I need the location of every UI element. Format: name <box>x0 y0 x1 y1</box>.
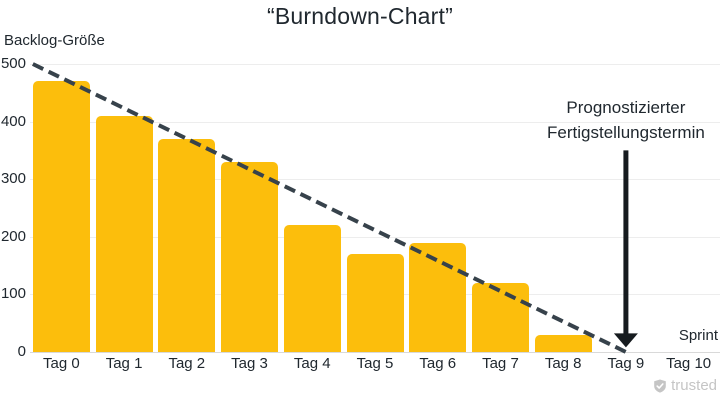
x-axis-tick-label: Tag 3 <box>231 355 268 372</box>
x-axis-tick-label: Tag 0 <box>43 355 80 372</box>
bar-tag-4 <box>283 225 341 352</box>
x-axis-title: Sprint <box>678 327 718 344</box>
y-axis-tick-label: 400 <box>0 112 26 130</box>
trusted-watermark-label: trusted <box>671 377 717 394</box>
bar-tag-5 <box>346 254 404 352</box>
trusted-watermark: trusted <box>653 377 717 395</box>
bar-tag-1 <box>95 115 153 352</box>
x-axis-tick-label: Tag 4 <box>293 355 331 372</box>
x-axis-tick-label: Tag 6 <box>419 355 457 372</box>
chart-title: “Burndown-Chart” <box>267 3 453 29</box>
x-axis-tick-label: Tag 2 <box>168 355 206 372</box>
y-axis-tick-label: 200 <box>0 227 26 245</box>
bar-tag-0 <box>32 81 90 352</box>
x-axis-tick-label: Tag 7 <box>482 355 519 372</box>
annotation-line-2: Fertigstellungstermin <box>547 123 705 142</box>
x-axis-tick-label: Tag 8 <box>544 355 582 372</box>
x-axis-tick-label: Tag 9 <box>607 355 645 372</box>
bar-tag-6 <box>409 242 467 352</box>
y-axis-title: Backlog-Größe <box>4 32 105 49</box>
y-axis-tick-label: 100 <box>0 285 26 303</box>
bar-tag-8 <box>534 334 592 352</box>
annotation-label: Prognostizierter Fertigstellungstermin <box>506 95 720 145</box>
y-axis-tick-label: 300 <box>0 170 26 188</box>
x-axis-tick-label: Tag 1 <box>105 355 143 372</box>
gridline <box>30 64 720 65</box>
y-axis-tick-label: 500 <box>0 55 26 72</box>
x-axis-tick-label: Tag 5 <box>356 355 394 372</box>
x-axis-line <box>30 352 720 353</box>
bar-tag-3 <box>221 161 279 352</box>
x-axis-tick-label: Tag 10 <box>666 355 712 372</box>
y-axis-tick-label: 0 <box>17 343 26 360</box>
annotation-line-1: Prognostizierter <box>566 98 686 117</box>
annotation-arrowhead <box>613 333 638 348</box>
bar-tag-2 <box>158 138 216 352</box>
bar-tag-7 <box>471 282 529 352</box>
shield-check-icon <box>654 379 666 393</box>
